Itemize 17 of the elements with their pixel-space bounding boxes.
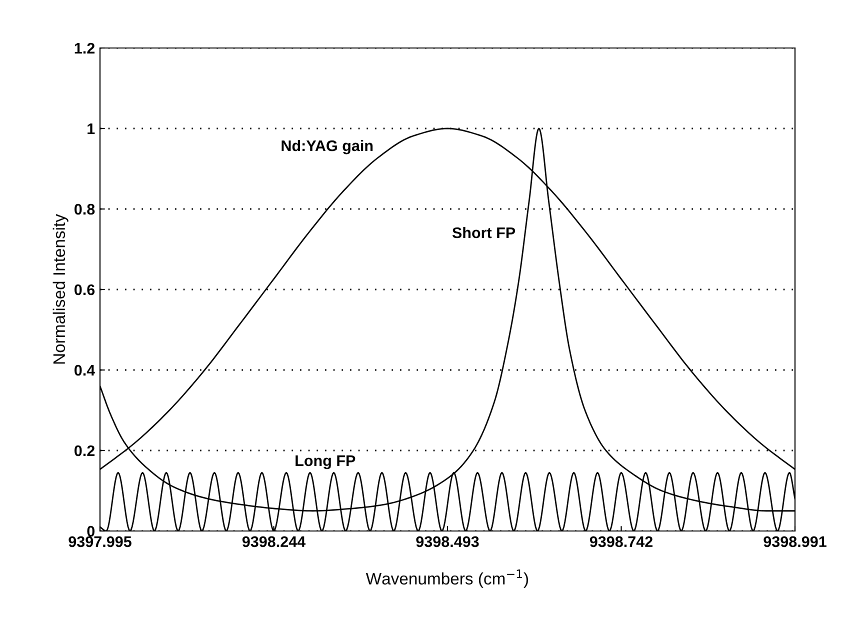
y-tick-label: 0 <box>87 526 95 537</box>
y-tick-label: 0.8 <box>74 204 95 215</box>
series-label: Long FP <box>296 455 356 470</box>
series-label: Nd:YAG gain <box>282 140 373 154</box>
y-tick-label: 0.4 <box>74 364 96 376</box>
x-tick-label: 9398.493 <box>416 536 479 548</box>
x-tick-label: 9398.742 <box>590 536 652 548</box>
y-axis-title: Normalised Intensity <box>52 214 68 364</box>
x-tick-label: 9397.995 <box>68 536 132 548</box>
x-axis-title: Wavenumbers (cm$^{−1}$) <box>366 570 528 588</box>
y-tick-label: 1.2 <box>74 42 95 54</box>
y-tick-label: 0.6 <box>74 284 95 296</box>
x-tick-label: 9398.244 <box>242 536 306 548</box>
series-label: Short FP <box>452 226 516 238</box>
y-tick-label: 1 <box>88 124 95 134</box>
y-tick-label: 0.2 <box>74 445 95 456</box>
x-tick-label: 9398.991 <box>764 536 826 548</box>
